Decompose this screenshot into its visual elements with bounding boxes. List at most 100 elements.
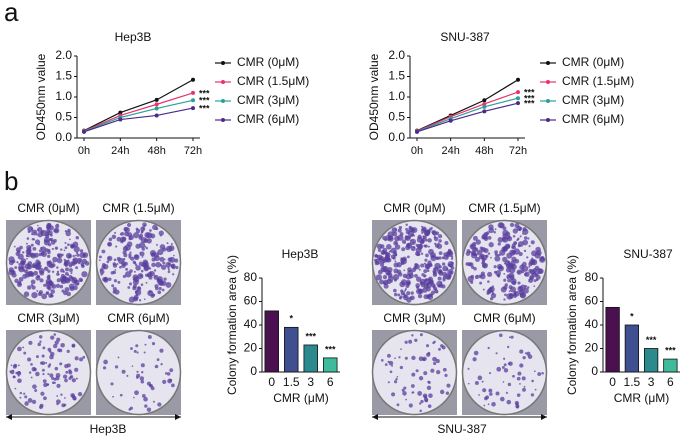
colony bbox=[440, 281, 443, 284]
y-axis-title: OD450nm value bbox=[367, 53, 381, 140]
colony bbox=[519, 292, 525, 298]
colony bbox=[22, 346, 25, 349]
colony bbox=[26, 285, 32, 290]
colony bbox=[398, 296, 402, 300]
image-label: CMR (0μM) bbox=[383, 201, 445, 215]
x-tick-label: 48h bbox=[475, 145, 493, 157]
colony bbox=[466, 249, 471, 253]
colony bbox=[165, 245, 173, 253]
colony bbox=[116, 263, 119, 265]
colony bbox=[64, 287, 70, 293]
colony bbox=[410, 246, 416, 252]
colony bbox=[39, 405, 43, 410]
x-tick-label: 6 bbox=[327, 375, 334, 389]
legend-marker bbox=[221, 99, 225, 103]
point bbox=[118, 110, 123, 115]
colony bbox=[417, 243, 423, 250]
colony bbox=[392, 231, 398, 237]
colony bbox=[484, 263, 487, 266]
colony bbox=[76, 253, 80, 257]
colony bbox=[31, 366, 37, 372]
colony bbox=[112, 286, 117, 291]
colony bbox=[75, 266, 79, 270]
colony bbox=[489, 392, 493, 396]
colony bbox=[393, 380, 398, 384]
point bbox=[516, 77, 520, 82]
colony bbox=[145, 273, 149, 277]
colony bbox=[159, 348, 164, 353]
y-tick-label: 2.0 bbox=[55, 48, 72, 62]
colony bbox=[507, 278, 511, 283]
colony bbox=[130, 347, 133, 350]
colony bbox=[107, 277, 112, 282]
colony bbox=[154, 364, 159, 369]
point bbox=[191, 90, 195, 95]
colony bbox=[134, 390, 139, 396]
bar bbox=[663, 358, 678, 373]
colony bbox=[474, 256, 480, 262]
colony bbox=[411, 391, 414, 394]
colony bbox=[141, 256, 144, 258]
colony bbox=[39, 270, 45, 276]
colony bbox=[158, 286, 162, 291]
colony bbox=[24, 401, 29, 406]
colony bbox=[54, 366, 59, 371]
colony bbox=[524, 352, 527, 355]
colony bbox=[56, 395, 59, 397]
colony bbox=[65, 370, 69, 374]
colony bbox=[481, 260, 486, 264]
colony bbox=[75, 251, 79, 255]
colony bbox=[523, 236, 528, 240]
colony bbox=[101, 249, 106, 254]
colony bbox=[409, 296, 413, 300]
colony bbox=[534, 272, 539, 277]
colony bbox=[505, 262, 512, 269]
colony bbox=[56, 223, 59, 226]
colony bbox=[117, 356, 120, 359]
colony bbox=[405, 398, 407, 401]
colony bbox=[428, 393, 433, 398]
colony bbox=[476, 274, 479, 277]
image-label: CMR (3μM) bbox=[383, 311, 445, 325]
colony bbox=[493, 265, 497, 269]
legend-marker bbox=[221, 118, 225, 122]
colony bbox=[498, 253, 501, 257]
colony bbox=[133, 349, 137, 353]
colony bbox=[30, 283, 34, 287]
colony bbox=[510, 286, 517, 293]
colony bbox=[537, 372, 542, 376]
colony bbox=[153, 274, 159, 280]
colony bbox=[27, 357, 32, 362]
colony bbox=[44, 267, 47, 270]
colony bbox=[143, 298, 146, 301]
colony bbox=[47, 254, 51, 258]
colony bbox=[8, 267, 14, 273]
legend-marker bbox=[221, 61, 225, 65]
colony bbox=[377, 248, 381, 252]
colony bbox=[438, 347, 441, 351]
series-line bbox=[83, 92, 194, 132]
colony bbox=[427, 380, 431, 384]
colony bbox=[82, 264, 84, 267]
colony bbox=[166, 242, 169, 245]
colony bbox=[510, 335, 514, 339]
colony bbox=[474, 380, 479, 385]
colony bbox=[423, 269, 428, 274]
colony bbox=[519, 382, 521, 385]
colony bbox=[30, 376, 33, 379]
colony bbox=[481, 380, 484, 383]
colony bbox=[498, 333, 503, 338]
x-tick-label: 3 bbox=[648, 375, 655, 389]
colony bbox=[516, 225, 522, 231]
colony bbox=[384, 256, 390, 262]
chart-title: Hep3B bbox=[282, 247, 319, 261]
colony bbox=[387, 235, 394, 242]
colony bbox=[112, 395, 114, 398]
colony bbox=[157, 290, 162, 295]
colony bbox=[506, 234, 511, 240]
chart-title: SNU-387 bbox=[440, 30, 490, 44]
colony bbox=[44, 239, 46, 242]
colony bbox=[71, 261, 76, 266]
point bbox=[191, 77, 195, 82]
colony bbox=[132, 274, 139, 281]
